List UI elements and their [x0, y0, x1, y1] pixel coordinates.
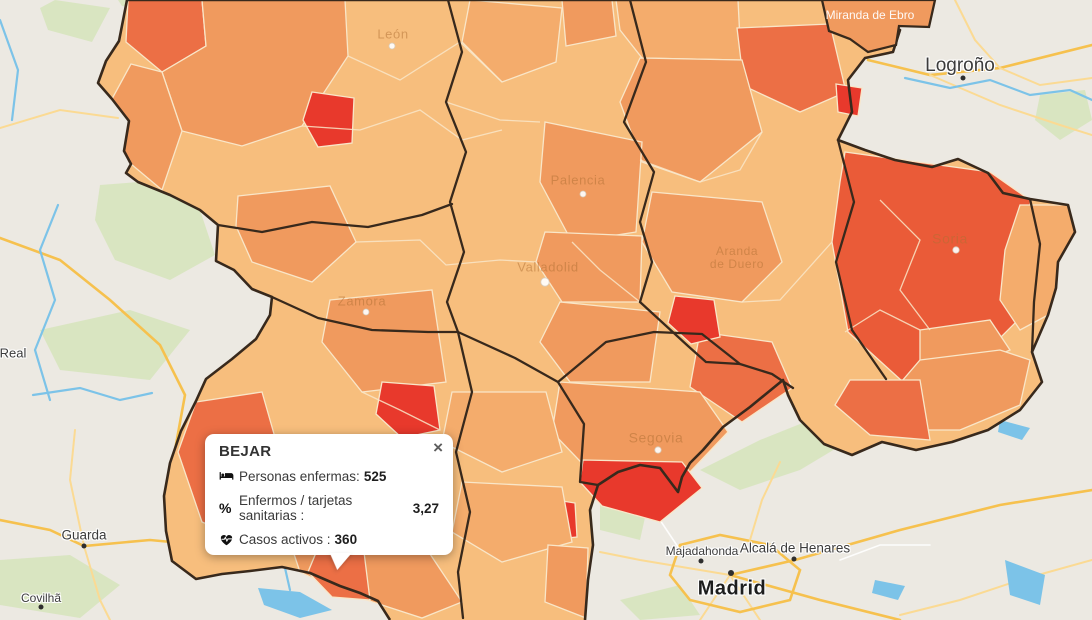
popup-row-casos-activos: Casos activos : 360 [219, 532, 439, 547]
bed-icon [219, 469, 239, 484]
popup-field-value: 525 [363, 469, 387, 484]
close-icon[interactable]: × [433, 438, 443, 457]
popup-row-personas-enfermas: Personas enfermas: 525 [219, 469, 439, 484]
province-borders [216, 0, 1042, 620]
city-dot-covilha [38, 604, 44, 610]
city-dot-majadahonda [698, 558, 704, 564]
basemap-water [0, 18, 1092, 618]
popup-title: BEJAR [219, 443, 272, 460]
popup-field-value: 3,27 [412, 500, 439, 516]
popup-field-label: Enfermos / tarjetas sanitarias : [239, 493, 353, 523]
map-popup: × BEJAR Personas enfermas: 525 % Enfermo… [205, 434, 453, 570]
popup-field-label: Personas enfermas: [239, 469, 360, 484]
popup-field-value: 360 [334, 532, 358, 547]
popup-row-enfermos-tarjetas: % Enfermos / tarjetas sanitarias : 3,27 [219, 493, 439, 523]
town-ring-markers [362, 42, 960, 454]
city-dot-logrono [960, 75, 966, 81]
city-dot-alcala-de-henares [791, 556, 797, 562]
popup-field-label: Casos activos : [239, 532, 331, 547]
city-dot-guarda [81, 543, 87, 549]
zone-miranda-de-ebro[interactable] [820, 0, 937, 54]
region-outer-border [96, 0, 1077, 620]
heart-pulse-icon [219, 532, 239, 547]
percent-icon: % [219, 500, 232, 516]
city-dot-madrid [728, 570, 734, 576]
